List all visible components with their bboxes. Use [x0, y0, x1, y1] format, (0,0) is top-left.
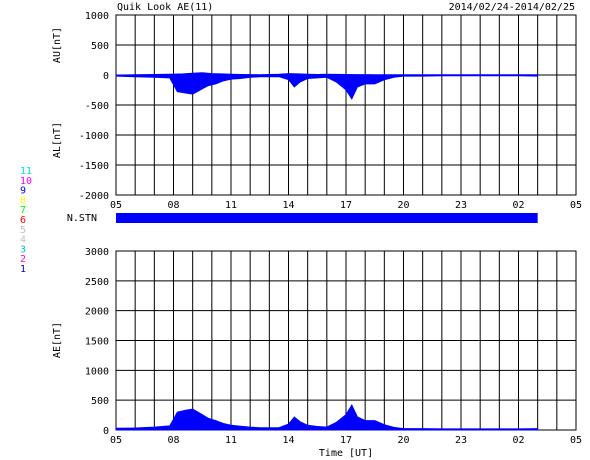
station-legend-item: 6 [20, 215, 26, 226]
x-tick-label: 17 [340, 435, 352, 446]
y-tick-label: 1000 [85, 366, 109, 377]
y-tick-label: -1000 [79, 131, 109, 142]
station-legend-item: 10 [20, 176, 32, 187]
x-tick-label: 11 [225, 435, 237, 446]
y-tick-label: 500 [91, 396, 109, 407]
y-tick-label: 500 [91, 41, 109, 52]
x-tick-label: 11 [225, 200, 237, 211]
station-legend-item: 1 [20, 264, 26, 275]
y-tick-label: 1000 [85, 11, 109, 22]
station-legend-item: 7 [20, 205, 26, 216]
x-tick-label: 05 [570, 435, 582, 446]
x-tick-label: 17 [340, 200, 352, 211]
station-legend-item: 4 [20, 235, 26, 246]
y-tick-label: -1500 [79, 161, 109, 172]
x-tick-label: 20 [397, 435, 409, 446]
station-count-label: N.STN [67, 213, 97, 224]
x-tick-label: 08 [167, 435, 179, 446]
x-axis-label: Time [UT] [319, 448, 373, 459]
y-tick-label: 0 [103, 426, 109, 437]
y-tick-label: 0 [103, 71, 109, 82]
x-tick-label: 05 [110, 200, 122, 211]
y-tick-label: 2000 [85, 307, 109, 318]
date-range: 2014/02/24-2014/02/25 [449, 2, 575, 13]
y-axis-label: AL[nT] [52, 122, 63, 158]
station-legend-item: 9 [20, 186, 26, 197]
station-coverage-bar [116, 213, 538, 223]
x-tick-label: 14 [282, 200, 294, 211]
station-legend-item: 3 [20, 244, 26, 255]
series-al-area [115, 74, 539, 100]
x-tick-label: 14 [282, 435, 294, 446]
x-tick-label: 02 [512, 435, 524, 446]
y-tick-label: -2000 [79, 191, 109, 202]
y-axis-label: AE[nT] [52, 322, 63, 358]
y-axis-label: AU[nT] [52, 27, 63, 63]
station-legend-item: 8 [20, 195, 26, 206]
y-tick-label: 3000 [85, 247, 109, 258]
y-tick-label: 2500 [85, 277, 109, 288]
station-legend-item: 2 [20, 254, 26, 265]
x-tick-label: 05 [110, 435, 122, 446]
x-tick-label: 23 [455, 200, 467, 211]
x-tick-label: 05 [570, 200, 582, 211]
y-tick-label: -500 [85, 101, 109, 112]
station-legend-item: 11 [20, 166, 32, 177]
x-tick-label: 02 [512, 200, 524, 211]
station-legend-item: 5 [20, 225, 26, 236]
x-tick-label: 08 [167, 200, 179, 211]
x-tick-label: 20 [397, 200, 409, 211]
series-ae-area [115, 404, 539, 431]
x-tick-label: 23 [455, 435, 467, 446]
y-tick-label: 1500 [85, 337, 109, 348]
chart-title: Quik Look AE(11) [117, 2, 213, 13]
